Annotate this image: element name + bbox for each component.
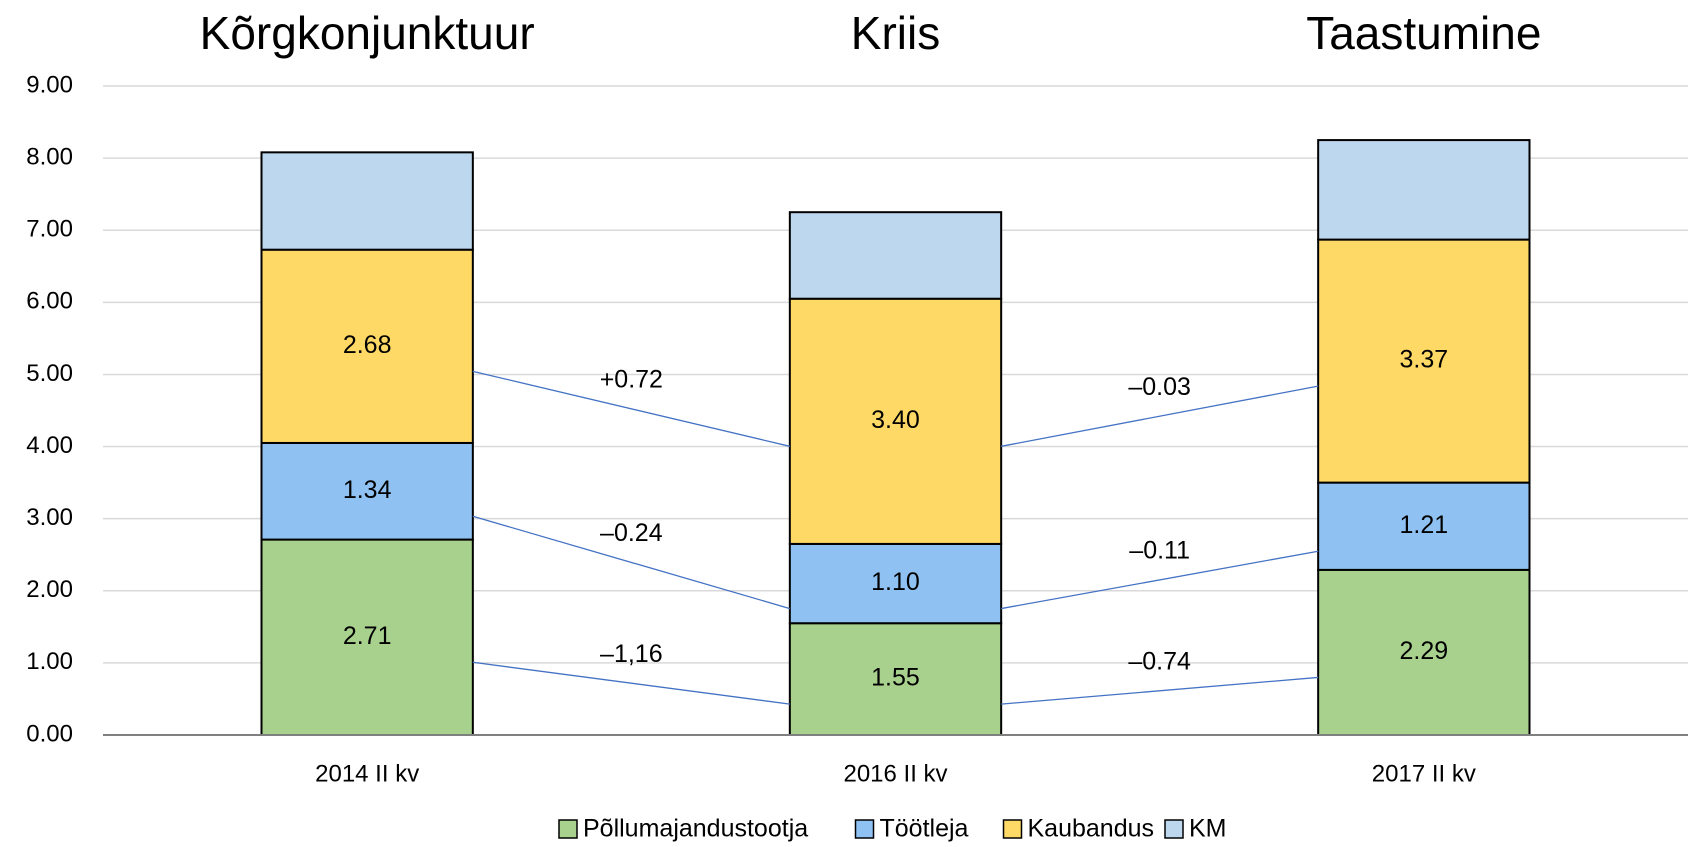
bar-segment [260, 441, 474, 541]
change-label: –0.74 [1128, 647, 1191, 675]
change-label: –1,16 [600, 640, 663, 668]
bar-segment [1317, 139, 1531, 241]
change-label: –0.24 [600, 519, 663, 547]
connector [1001, 385, 1319, 447]
phase-title: Kriis [851, 7, 940, 59]
x-tick-label: 2017 II kv [1372, 760, 1476, 787]
legend-label: Põllumajandustootja [583, 815, 808, 843]
bar-segment [788, 297, 1003, 545]
legend-swatch [558, 819, 578, 839]
y-tick-label: 9.00 [26, 71, 73, 98]
y-tick-label: 2.00 [26, 576, 73, 603]
bar-segment [260, 151, 474, 251]
data-label: 1.55 [871, 664, 920, 692]
connector [472, 661, 790, 705]
legend-swatch [854, 819, 875, 839]
data-label: 1.10 [871, 568, 920, 596]
y-tick-label: 1.00 [26, 648, 73, 675]
y-tick-label: 8.00 [26, 143, 73, 170]
legend-label: Töötleja [880, 815, 969, 843]
change-label: –0.03 [1128, 373, 1191, 401]
phase-title: Kõrgkonjunktuur [200, 7, 535, 59]
data-label: 1.21 [1399, 511, 1448, 539]
x-tick-label: 2014 II kv [315, 760, 419, 787]
x-tick-label: 2016 II kv [843, 760, 947, 787]
connector [472, 370, 790, 447]
bar-segment [1317, 238, 1531, 484]
legend-swatch [1164, 819, 1184, 839]
y-tick-label: 4.00 [26, 432, 73, 459]
legend-label: Kaubandus [1028, 815, 1155, 843]
connector [1001, 550, 1319, 610]
data-label: 3.40 [871, 406, 920, 434]
y-tick-label: 5.00 [26, 360, 73, 387]
data-label: 2.71 [343, 622, 392, 650]
change-label: +0.72 [600, 365, 663, 393]
connector [1001, 676, 1319, 705]
y-tick-label: 6.00 [26, 288, 73, 315]
bar-segment [788, 542, 1003, 625]
data-label: 2.68 [343, 331, 392, 359]
bar-segment [788, 211, 1003, 300]
legend-swatch [1002, 819, 1023, 839]
y-tick-label: 3.00 [26, 504, 73, 531]
bar-segment [1317, 481, 1531, 571]
data-label: 3.37 [1399, 346, 1448, 374]
y-tick-label: 0.00 [26, 720, 73, 747]
data-label: 2.29 [1399, 637, 1448, 665]
data-label: 1.34 [343, 476, 392, 504]
y-tick-label: 7.00 [26, 216, 73, 243]
bar-segment [260, 248, 474, 444]
connector [472, 515, 791, 610]
phase-title: Taastumine [1306, 7, 1541, 59]
legend-label: KM [1189, 815, 1227, 843]
change-label: –0.11 [1129, 537, 1190, 565]
bar-segment [260, 538, 474, 737]
